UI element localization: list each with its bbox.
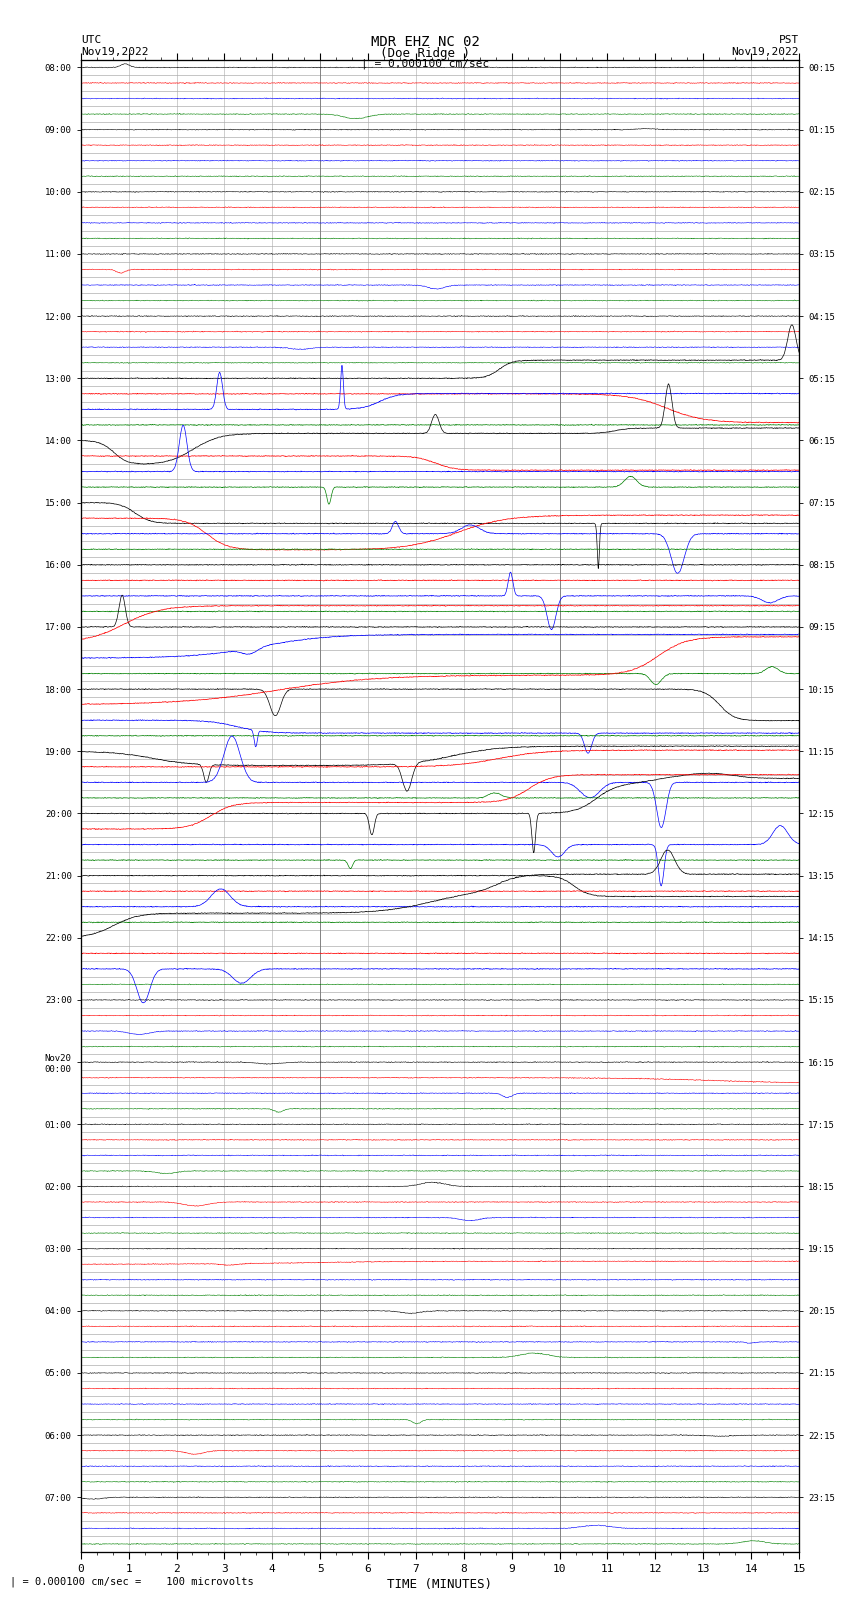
Text: PST: PST bbox=[779, 35, 799, 45]
Text: | = 0.000100 cm/sec: | = 0.000100 cm/sec bbox=[361, 58, 489, 69]
Text: UTC: UTC bbox=[81, 35, 101, 45]
Text: MDR EHZ NC 02: MDR EHZ NC 02 bbox=[371, 35, 479, 50]
Text: Nov19,2022: Nov19,2022 bbox=[81, 47, 148, 56]
Text: Nov19,2022: Nov19,2022 bbox=[732, 47, 799, 56]
Text: (Doe Ridge ): (Doe Ridge ) bbox=[380, 47, 470, 60]
X-axis label: TIME (MINUTES): TIME (MINUTES) bbox=[388, 1578, 492, 1590]
Text: | = 0.000100 cm/sec =    100 microvolts: | = 0.000100 cm/sec = 100 microvolts bbox=[10, 1576, 254, 1587]
